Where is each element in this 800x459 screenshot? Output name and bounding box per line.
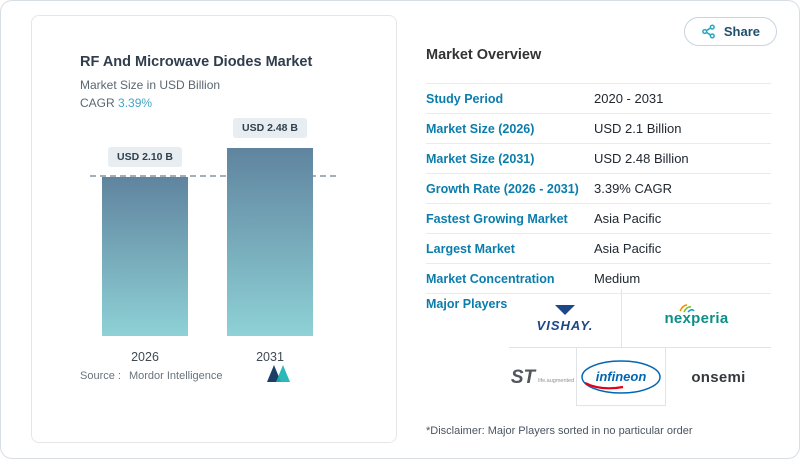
nexperia-arcs-icon (679, 303, 696, 313)
source-value: Mordor Intelligence (128, 370, 223, 382)
st-logo: ST life.augmented (511, 368, 574, 387)
bar-chart: USD 2.10 B 2026 USD 2.48 B 2031 (72, 118, 358, 364)
vishay-logo: VISHAY. (537, 304, 594, 333)
bar-group-2031: USD 2.48 B 2031 (227, 118, 313, 364)
bar (227, 148, 313, 336)
nexperia-logo-text: nexperia (664, 309, 729, 327)
table-row: Study Period 2020 - 2031 (426, 84, 771, 114)
row-value: USD 2.1 Billion (594, 121, 682, 136)
bar-value-pill: USD 2.48 B (232, 118, 308, 139)
row-label: Largest Market (426, 241, 515, 256)
row-label: Study Period (426, 91, 504, 106)
row-value: USD 2.48 Billion (594, 151, 689, 166)
player-cell-infineon: infineon (576, 348, 666, 406)
source-label: Source : (80, 370, 121, 382)
row-label: Fastest Growing Market (426, 211, 568, 226)
row-value: 3.39% CAGR (594, 181, 673, 196)
x-axis-label: 2031 (256, 350, 284, 364)
bar-value-pill: USD 2.10 B (107, 147, 183, 168)
onsemi-logo-text: onsemi (691, 368, 746, 386)
share-icon (701, 24, 715, 39)
table-row: Growth Rate (2026 - 2031) 3.39% CAGR (426, 174, 771, 204)
vishay-triangle-icon (554, 304, 575, 315)
row-value: 2020 - 2031 (594, 91, 664, 106)
st-tagline: life.augmented (538, 377, 575, 384)
row-label: Market Concentration (426, 271, 555, 286)
chart-panel: RF And Microwave Diodes Market Market Si… (31, 15, 397, 443)
source-note: Source : Mordor Intelligence (80, 370, 223, 382)
cagr-value: 3.39% (118, 96, 153, 110)
table-row: Market Size (2031) USD 2.48 Billion (426, 144, 771, 174)
mordor-intelligence-logo-icon (264, 362, 294, 389)
st-logo-text: ST (510, 366, 536, 388)
reference-line (90, 175, 336, 178)
row-value: Asia Pacific (594, 211, 662, 226)
player-cell-nexperia: nexperia (621, 289, 771, 347)
player-cell-vishay: VISHAY. (509, 289, 621, 347)
major-players-grid: VISHAY. nexperia ST life.augmented (509, 289, 771, 406)
overview-table: Study Period 2020 - 2031 Market Size (20… (426, 83, 771, 294)
table-row: Largest Market Asia Pacific (426, 234, 771, 264)
cagr-label: CAGR (80, 96, 115, 110)
table-row: Market Size (2026) USD 2.1 Billion (426, 114, 771, 144)
infineon-logo-text: infineon (596, 369, 647, 384)
chart-cagr: CAGR 3.39% (80, 96, 152, 110)
row-label: Market Size (2031) (426, 151, 535, 166)
major-players-label: Major Players (426, 297, 508, 311)
player-cell-st: ST life.augmented (509, 348, 576, 406)
table-row: Market Concentration Medium (426, 264, 771, 294)
row-label: Growth Rate (2026 - 2031) (426, 181, 579, 196)
row-value: Medium (594, 271, 641, 286)
bar (102, 177, 188, 336)
chart-subtitle: Market Size in USD Billion (80, 78, 221, 92)
share-button[interactable]: Share (683, 17, 777, 46)
disclaimer-text: *Disclaimer: Major Players sorted in no … (426, 425, 693, 437)
table-row: Fastest Growing Market Asia Pacific (426, 204, 771, 234)
nexperia-logo: nexperia (664, 303, 729, 327)
overview-heading: Market Overview (426, 47, 542, 63)
bar-group-2026: USD 2.10 B 2026 (102, 128, 188, 364)
infineon-logo: infineon (581, 359, 661, 394)
vishay-logo-text: VISHAY. (536, 317, 594, 333)
x-axis-label: 2026 (131, 350, 159, 364)
player-cell-onsemi: onsemi (666, 348, 771, 406)
row-label: Market Size (2026) (426, 121, 535, 136)
chart-title: RF And Microwave Diodes Market (80, 54, 313, 70)
row-value: Asia Pacific (594, 241, 662, 256)
share-button-label: Share (723, 24, 760, 39)
